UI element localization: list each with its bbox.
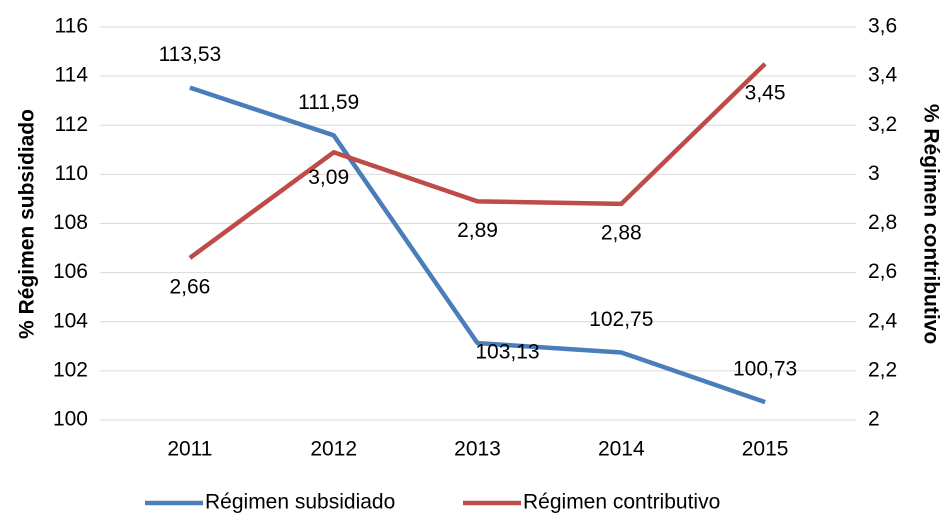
y2-tick-label: 2,8 bbox=[868, 211, 897, 234]
data-label: 3,45 bbox=[745, 81, 786, 104]
y-tick-label: 116 bbox=[55, 15, 88, 38]
x-tick-label: 2014 bbox=[598, 438, 645, 461]
y2-tick-label: 2,2 bbox=[868, 358, 897, 381]
y-tick-label: 114 bbox=[55, 64, 89, 87]
y-axis-title: % Régimen subsidiado bbox=[16, 109, 39, 339]
x-tick-label: 2011 bbox=[167, 438, 212, 461]
x-tick-label: 2013 bbox=[454, 438, 501, 461]
y2-tick-label: 3,6 bbox=[868, 15, 897, 38]
y-tick-label: 110 bbox=[55, 162, 88, 185]
data-label: 3,09 bbox=[308, 166, 349, 189]
x-tick-label: 2015 bbox=[742, 438, 789, 461]
y2-tick-label: 2,4 bbox=[868, 309, 898, 332]
y-tick-label: 112 bbox=[55, 113, 88, 136]
data-label: 111,59 bbox=[298, 91, 359, 114]
data-label: 113,53 bbox=[159, 43, 222, 66]
data-label: 2,89 bbox=[457, 219, 498, 242]
line-series bbox=[188, 62, 767, 260]
data-label: 102,75 bbox=[589, 308, 653, 331]
y-tick-label: 104 bbox=[53, 309, 88, 332]
x-tick-label: 2012 bbox=[310, 438, 357, 461]
y2-axis-title: % Régimen contributivo bbox=[919, 104, 942, 344]
data-label: 2,66 bbox=[169, 275, 210, 298]
y2-tick-label: 2 bbox=[868, 408, 880, 431]
y2-tick-label: 3,4 bbox=[868, 64, 898, 87]
y-tick-label: 102 bbox=[53, 358, 88, 381]
y-tick-label: 108 bbox=[53, 211, 88, 234]
data-label: 100,73 bbox=[733, 358, 797, 381]
data-label: 2,88 bbox=[601, 221, 642, 244]
y2-tick-label: 3 bbox=[868, 162, 880, 185]
legend-label: Régimen subsidiado bbox=[205, 491, 395, 514]
data-label: 103,13 bbox=[475, 341, 539, 364]
y-tick-label: 100 bbox=[53, 408, 88, 431]
y2-tick-label: 3,2 bbox=[868, 113, 897, 136]
line-series bbox=[189, 85, 766, 405]
legend-label: Régimen contributivo bbox=[523, 491, 720, 514]
y-tick-label: 106 bbox=[53, 260, 88, 283]
y2-tick-label: 2,6 bbox=[868, 260, 897, 283]
